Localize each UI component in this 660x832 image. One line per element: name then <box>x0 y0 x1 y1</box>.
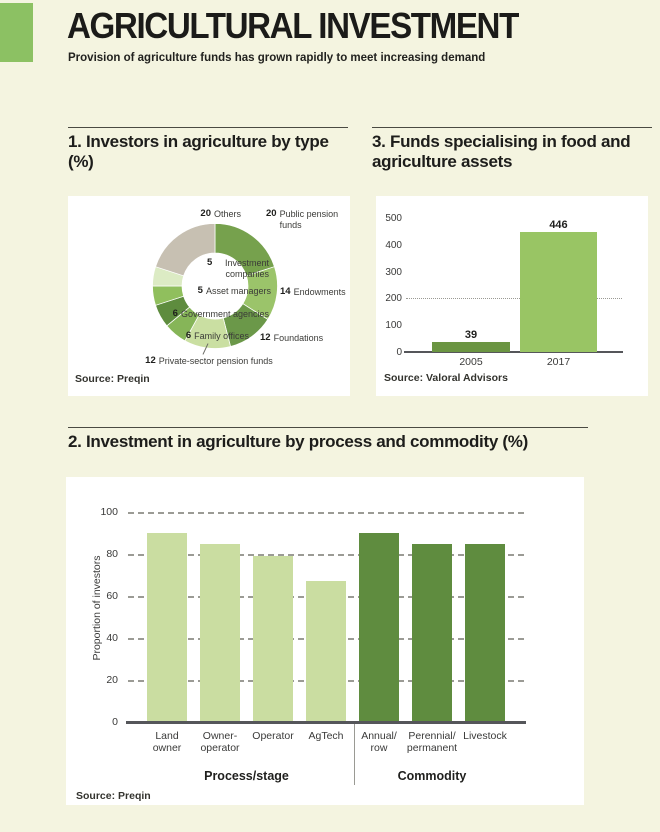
donut-label-government-agencies: 6 Government agencies <box>172 308 269 320</box>
investment-by-process-panel: Proportion of investors 0 20 40 60 80 100 Land… <box>66 477 584 805</box>
donut-chart <box>152 223 278 349</box>
bar-agtech <box>306 581 346 722</box>
section2-heading: 2. Investment in agriculture by process … <box>68 432 528 451</box>
donut-label-text: Family offices <box>194 331 249 341</box>
donut-label-text: Asset managers <box>205 286 271 296</box>
x-tick-2017: 2017 <box>546 356 571 368</box>
y-tick-20: 20 <box>106 674 118 686</box>
y-tick-400: 400 <box>385 239 402 251</box>
donut-label-asset-managers: 5 Asset managers <box>197 285 271 297</box>
bar-value-2005: 39 <box>464 328 478 341</box>
source-note-preqin: Source: Preqin <box>75 373 150 385</box>
bar-value-2017: 446 <box>549 219 568 232</box>
donut-label-text: Foundations <box>273 333 324 343</box>
page-title: AGRICULTURAL INVESTMENT <box>67 5 519 46</box>
x-tick-perennial-permanent: Perennial/ permanent <box>406 730 458 754</box>
y-tick-300: 300 <box>385 266 402 278</box>
y-tick-60: 60 <box>106 590 118 602</box>
group-divider-line <box>354 723 355 785</box>
y-tick-200: 200 <box>385 293 402 305</box>
donut-label-endowments: 14 Endowments <box>280 286 346 298</box>
x-tick-annual-row: Annual/ row <box>361 730 397 754</box>
x-tick-agtech: AgTech <box>308 730 344 742</box>
y-tick-0: 0 <box>396 347 402 358</box>
x-axis-line <box>126 721 526 724</box>
donut-label-text: Government agencies <box>180 309 269 319</box>
section3-rule <box>372 127 652 128</box>
donut-label-value: 6 <box>172 308 178 319</box>
bar-annual-row <box>359 533 399 722</box>
donut-label-value: 20 <box>266 208 277 219</box>
donut-label-text: Private-sector pension funds <box>158 356 273 366</box>
donut-label-text: Public pension funds <box>279 209 339 230</box>
bar-livestock <box>465 543 505 722</box>
bar-owner-operator <box>200 543 240 722</box>
y-tick-40: 40 <box>106 632 118 644</box>
donut-label-text: Endowments <box>293 287 346 297</box>
x-tick-owner-operator: Owner- operator <box>200 730 240 754</box>
bar-2005 <box>432 341 510 352</box>
bar-perennial-permanent <box>412 543 452 722</box>
x-tick-operator: Operator <box>252 730 294 742</box>
group-label-commodity: Commodity <box>397 769 467 783</box>
x-tick-livestock: Livestock <box>463 730 507 742</box>
donut-label-investment-companies: 5 Investment companies <box>207 257 269 279</box>
bar-operator <box>253 556 293 722</box>
donut-label-value: 5 <box>197 285 203 296</box>
reference-line-200 <box>406 298 622 300</box>
bar-2017 <box>520 232 597 352</box>
donut-label-private-sector-pension-funds: 12 Private-sector pension funds <box>78 355 340 367</box>
accent-square <box>0 3 33 62</box>
donut-slice-others <box>155 223 216 277</box>
funds-specialising-panel: 0 100 200 300 400 500 39 2005 446 2017 Source: Va… <box>376 196 648 396</box>
investors-by-type-panel: 20 Public pension funds 14 Endowments 12 Foun… <box>68 196 350 396</box>
section2-rule <box>68 427 588 428</box>
section1-rule <box>68 127 348 128</box>
x-axis-line <box>404 351 623 353</box>
donut-label-foundations: 12 Foundations <box>260 332 324 344</box>
y-tick-0: 0 <box>112 716 118 728</box>
group-label-process-stage: Process/stage <box>204 769 289 783</box>
x-tick-2005: 2005 <box>459 356 483 368</box>
y-tick-100: 100 <box>100 506 118 518</box>
donut-label-value: 12 <box>260 332 271 343</box>
donut-label-value: 20 <box>200 208 211 219</box>
x-tick-land-owner: Land owner <box>152 730 182 754</box>
donut-label-family-offices: 6 Family offices <box>185 330 249 342</box>
gridline-100 <box>128 512 524 514</box>
page-subtitle: Provision of agriculture funds has grown… <box>68 52 486 64</box>
donut-label-value: 12 <box>145 355 156 366</box>
donut-label-value: 14 <box>280 286 291 297</box>
section1-heading: 1. Investors in agriculture by type (%) <box>68 132 329 171</box>
y-tick-80: 80 <box>106 548 118 560</box>
gridline-80 <box>128 554 524 556</box>
donut-label-public-pension-funds: 20 Public pension funds <box>266 208 352 230</box>
y-tick-500: 500 <box>385 213 402 224</box>
bar-land-owner <box>147 533 187 722</box>
y-tick-100: 100 <box>385 320 402 332</box>
donut-label-value: 5 <box>207 257 213 268</box>
donut-label-text: Others <box>213 209 241 219</box>
section3-heading: 3. Funds specialising in food and agricu… <box>372 132 631 171</box>
source-note-preqin-2: Source: Preqin <box>76 790 151 802</box>
donut-label-others: 20 Others <box>200 208 241 220</box>
donut-label-text: Investment companies <box>224 258 269 279</box>
source-note-valoral: Source: Valoral Advisors <box>384 372 508 384</box>
donut-label-value: 6 <box>185 330 192 341</box>
